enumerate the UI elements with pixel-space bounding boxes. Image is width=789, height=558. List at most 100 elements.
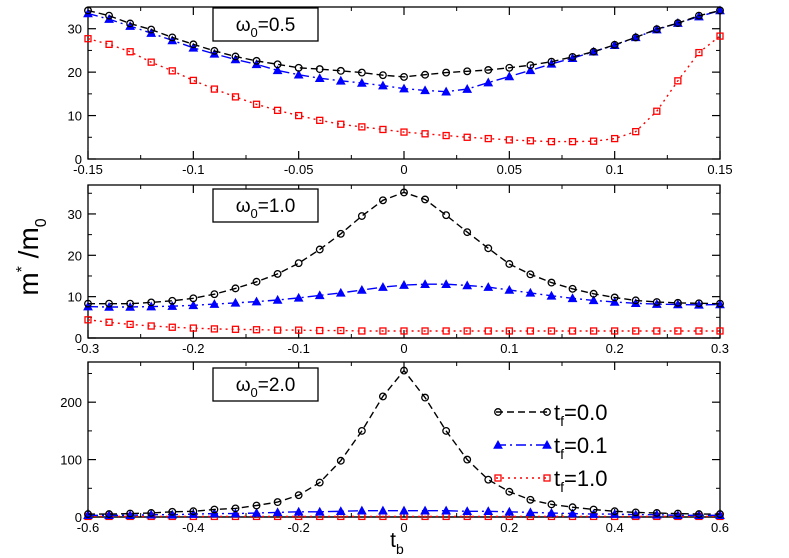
annotation-box	[212, 7, 319, 42]
data-point-circle	[589, 47, 598, 56]
data-point-triangle	[272, 294, 283, 304]
data-point-triangle	[251, 296, 262, 306]
legend: tf=0.0 tf=0.1 tf=1.0	[493, 400, 607, 495]
y-tick-label: 10	[68, 290, 82, 305]
data-point-square	[674, 77, 682, 85]
data-point-square	[442, 327, 450, 335]
data-point-circle	[484, 244, 493, 253]
data-point-circle	[210, 46, 219, 55]
annotation-text: ω0=1.0	[236, 196, 296, 221]
data-point-circle	[231, 504, 240, 513]
data-point-circle	[673, 19, 682, 28]
data-point-triangle	[399, 280, 409, 289]
data-point-circle	[694, 11, 703, 20]
data-point-circle	[673, 298, 682, 307]
data-point-circle	[568, 284, 577, 293]
data-point-square	[126, 48, 134, 56]
data-point-square	[695, 48, 703, 57]
x-label-base: t	[390, 529, 396, 552]
data-point-circle	[526, 61, 535, 70]
x-tick-label: 0.05	[497, 162, 522, 177]
data-point-square	[337, 120, 345, 128]
data-point-circle	[84, 299, 92, 308]
y-label-base: m	[13, 272, 44, 295]
y-tick-label: 0	[75, 331, 82, 346]
data-point-circle	[294, 63, 303, 72]
data-point-triangle	[462, 280, 473, 290]
data-point-triangle	[188, 300, 199, 310]
data-point-circle	[189, 294, 198, 303]
data-point-circle	[273, 498, 282, 507]
data-point-triangle	[230, 508, 241, 518]
x-tick-label: -0.1	[287, 341, 309, 356]
omega-annotation: ω0=1.0	[212, 188, 319, 223]
y-tick-label: 30	[68, 22, 82, 37]
data-point-circle	[505, 63, 514, 72]
legend-marker-left	[494, 408, 502, 416]
data-point-circle	[400, 72, 408, 81]
legend-entry: tf=0.0	[494, 400, 607, 429]
data-point-circle	[589, 505, 598, 514]
data-point-triangle	[462, 84, 473, 93]
legend-marker-right	[543, 408, 551, 416]
annotation-text: ω0=2.0	[236, 375, 296, 400]
data-point-circle	[168, 507, 177, 516]
data-point-square	[316, 326, 324, 335]
data-point-triangle	[567, 293, 578, 303]
data-point-square	[168, 323, 176, 331]
data-point-circle	[547, 278, 556, 287]
plot-frame	[87, 6, 721, 160]
data-point-circle	[716, 6, 724, 15]
data-point-circle	[610, 40, 619, 49]
y-tick-label: 0	[75, 510, 82, 525]
data-point-circle	[126, 299, 135, 308]
data-point-triangle	[525, 287, 536, 297]
data-point-square	[189, 76, 197, 85]
x-tick-label: -0.05	[284, 162, 314, 177]
data-point-triangle	[293, 292, 304, 302]
panel-bottom: -0.6 -0.4 -0.2 0 0.2 0.4 0.6 0 100 200 ω0=2.0 tf=0.…	[60, 361, 729, 535]
data-point-square	[674, 327, 682, 335]
x-axis-label: tb	[390, 529, 404, 557]
y-tick-label: 10	[68, 109, 82, 124]
data-point-circle	[336, 66, 345, 75]
data-point-circle	[694, 510, 703, 519]
data-point-circle	[231, 52, 240, 61]
data-point-circle	[357, 212, 366, 220]
data-point-circle	[652, 298, 661, 306]
data-point-circle	[210, 290, 219, 299]
data-point-square	[547, 137, 556, 146]
data-point-triangle	[546, 507, 557, 517]
data-point-circle	[631, 33, 640, 42]
data-point-square	[189, 324, 197, 332]
data-point-circle	[189, 507, 198, 516]
data-point-triangle	[546, 290, 557, 300]
data-point-square	[505, 136, 513, 144]
data-point-triangle	[588, 295, 599, 305]
series-t0	[84, 188, 724, 308]
series-line	[88, 191, 721, 305]
data-point-triangle	[272, 507, 283, 517]
data-point-triangle	[420, 505, 430, 515]
data-point-triangle	[378, 80, 388, 90]
data-point-circle	[505, 260, 514, 268]
data-point-circle	[652, 509, 661, 517]
data-point-circle	[315, 478, 324, 487]
data-point-square	[589, 137, 598, 145]
data-point-square	[379, 327, 387, 335]
data-point-triangle	[483, 77, 494, 87]
data-point-circle	[84, 6, 92, 15]
series-line	[87, 9, 721, 93]
data-point-triangle	[378, 505, 388, 515]
data-point-triangle	[504, 71, 515, 81]
data-point-circle	[421, 393, 430, 402]
data-point-square	[632, 327, 640, 335]
y-tick-label: 30	[68, 207, 82, 222]
x-label-sub: b	[396, 541, 404, 557]
data-point-circle	[526, 495, 535, 504]
data-point-circle	[463, 455, 472, 464]
data-point-triangle	[399, 83, 409, 93]
data-point-circle	[147, 298, 156, 307]
data-point-triangle	[441, 279, 452, 289]
data-point-square	[84, 316, 92, 324]
